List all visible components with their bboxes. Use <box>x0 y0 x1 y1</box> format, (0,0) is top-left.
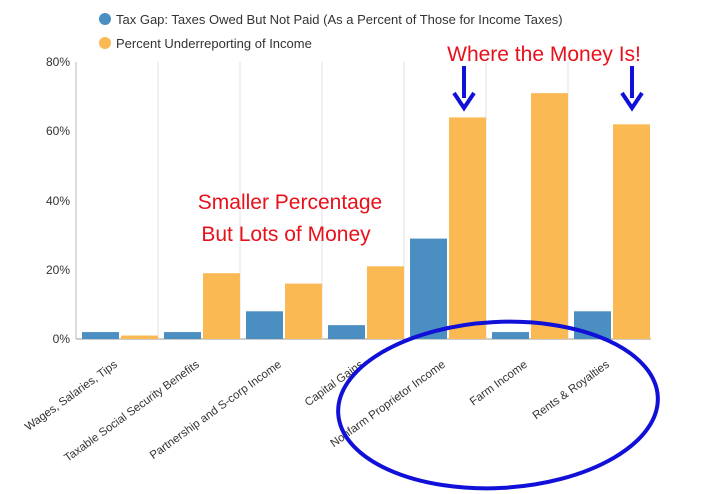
arrow-down-icon <box>452 66 476 112</box>
arrow-down-icon <box>620 66 644 112</box>
annotation-smaller-line2: But Lots of Money <box>201 223 371 246</box>
underreporting-bar-2 <box>285 283 322 339</box>
y-tick-label-20: 20% <box>46 263 70 277</box>
legend-label-tax-gap: Tax Gap: Taxes Owed But Not Paid (As a P… <box>116 12 563 27</box>
legend: Tax Gap: Taxes Owed But Not Paid (As a P… <box>99 12 563 51</box>
legend-label-underreporting: Percent Underreporting of Income <box>116 36 312 51</box>
legend-marker-tax-gap <box>99 13 111 25</box>
tax-gap-bar-1 <box>164 332 201 339</box>
bars <box>82 93 650 340</box>
annotation-smaller-line1: Smaller Percentage <box>198 191 382 214</box>
annotation-where-money: Where the Money Is! <box>447 43 641 66</box>
highlight-ellipse <box>336 319 660 491</box>
y-tick-label-40: 40% <box>46 194 70 208</box>
underreporting-bar-5 <box>531 93 568 339</box>
underreporting-bar-0 <box>121 335 158 339</box>
legend-marker-underreporting <box>99 37 111 49</box>
y-tick-label-0: 0% <box>53 332 71 346</box>
category-labels: Wages, Salaries, Tips Taxable Social Sec… <box>23 359 612 465</box>
category-label-farm: Farm Income <box>468 359 530 409</box>
category-label-wages: Wages, Salaries, Tips <box>23 359 120 434</box>
tax-gap-bar-5 <box>492 332 529 339</box>
tax-gap-bar-0 <box>82 332 119 339</box>
underreporting-bar-4 <box>449 117 486 340</box>
annotations: Smaller Percentage But Lots of Money Whe… <box>198 43 660 491</box>
y-tick-label-60: 60% <box>46 124 70 138</box>
tax-gap-bar-3 <box>328 325 365 339</box>
category-label-social-security: Taxable Social Security Benefits <box>62 359 202 465</box>
category-label-partnership: Partnership and S-corp Income <box>148 359 284 462</box>
y-ticks: 0% 20% 40% 60% 80% <box>46 55 70 346</box>
tax-gap-bar-2 <box>246 311 283 339</box>
underreporting-bar-3 <box>367 266 404 339</box>
y-tick-label-80: 80% <box>46 55 70 69</box>
underreporting-bar-1 <box>203 273 240 339</box>
tax-gap-bar-4 <box>410 238 447 339</box>
underreporting-bar-6 <box>613 124 650 339</box>
category-label-capital-gains: Capital Gains <box>303 359 366 409</box>
category-label-rents: Rents & Royalties <box>531 359 612 423</box>
